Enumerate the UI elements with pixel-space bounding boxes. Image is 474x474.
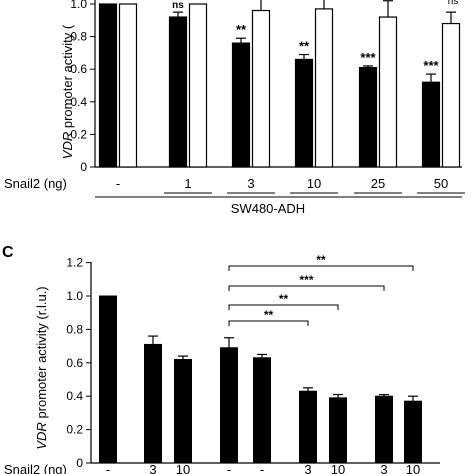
row-label: Snail2 (ng) xyxy=(4,462,67,474)
y-tick-label: 0.8 xyxy=(70,30,87,44)
category-label: 1 xyxy=(184,176,191,191)
bar-control xyxy=(251,9,271,168)
y-tick-label: 0.2 xyxy=(66,423,83,437)
bar-control xyxy=(118,3,138,168)
bar-control xyxy=(378,16,398,168)
y-axis-label-italic: VDR xyxy=(34,422,49,449)
category-label: 3 xyxy=(247,176,254,191)
panel-label: C xyxy=(2,244,14,261)
category-label: 10 xyxy=(331,462,345,474)
y-tick-label: 1.0 xyxy=(70,0,87,11)
y-tick-label: 1.0 xyxy=(66,289,83,303)
y-tick-label: 0.2 xyxy=(70,127,87,141)
y-tick-label: 0 xyxy=(80,160,87,174)
category-label: 10 xyxy=(406,462,420,474)
comparison-label: *** xyxy=(299,273,313,287)
chart-panel-b: 0 0.2 0.4 0.6 0.8 1.0 VDR promoter activity ( n… xyxy=(4,0,465,216)
bar-snail2 xyxy=(231,42,251,168)
bar-snail2 xyxy=(168,16,188,168)
y-tick-label: 0.6 xyxy=(70,62,87,76)
category-label: 50 xyxy=(434,176,448,191)
category-label: - xyxy=(260,462,264,474)
comparison-label: ** xyxy=(279,292,289,306)
y-axis-label: VDR promoter activity ( xyxy=(60,24,75,159)
category-label: - xyxy=(227,462,231,474)
bar-control xyxy=(188,3,208,168)
category-label: 3 xyxy=(149,462,156,474)
bar xyxy=(375,395,393,464)
bar xyxy=(174,358,192,464)
bar-snail2 xyxy=(294,58,314,168)
bar xyxy=(299,390,317,464)
significance-label: ** xyxy=(299,39,310,54)
row-label: Snail2 (ng) xyxy=(4,176,67,191)
significance-label: ns xyxy=(448,0,459,7)
comparison-bracket xyxy=(228,304,339,310)
chart-panel-c: C 0 0.2 0.4 0.6 0.8 1.0 1.2 VDR promoter activit… xyxy=(2,244,440,474)
bar-snail2 xyxy=(358,66,378,168)
category-label: - xyxy=(116,176,120,191)
y-axis-label: VDR promoter activity (r.l.u.) xyxy=(34,286,49,449)
y-tick-label: 0 xyxy=(76,456,83,470)
y-axis-label-rest: promoter activity (r.l.u.) xyxy=(34,286,49,422)
bar xyxy=(253,357,271,464)
y-tick-label: 0.4 xyxy=(66,389,83,403)
bar-control xyxy=(314,8,334,168)
comparison-label: ** xyxy=(316,253,326,267)
y-axis-label-rest: promoter activity ( xyxy=(60,24,75,132)
bar-control xyxy=(441,22,461,168)
bar-snail2 xyxy=(98,3,118,168)
comparison-label: ** xyxy=(264,308,274,322)
bar xyxy=(404,400,422,464)
bar xyxy=(144,343,162,464)
y-tick-label: 0.4 xyxy=(70,95,87,109)
y-tick-label: 0.8 xyxy=(66,322,83,336)
comparison-bracket xyxy=(228,320,309,326)
y-axis-label-italic: VDR xyxy=(60,132,75,159)
bar-snail2 xyxy=(421,81,441,168)
category-label: 3 xyxy=(380,462,387,474)
category-label: 25 xyxy=(371,176,385,191)
bar xyxy=(329,397,347,464)
y-tick-label: 1.2 xyxy=(66,256,83,270)
comparison-bracket xyxy=(228,285,385,291)
significance-label: *** xyxy=(423,58,439,73)
category-label: - xyxy=(106,462,110,474)
category-label: 10 xyxy=(307,176,321,191)
bar xyxy=(99,295,117,464)
significance-label: ** xyxy=(236,22,247,37)
category-label: 10 xyxy=(176,462,190,474)
significance-label: *** xyxy=(360,50,376,65)
category-label: 3 xyxy=(304,462,311,474)
significance-label: ns xyxy=(172,0,184,11)
bar xyxy=(220,347,238,464)
group-label: SW480-ADH xyxy=(231,201,305,216)
comparison-bracket xyxy=(228,265,414,271)
y-tick-label: 0.6 xyxy=(66,356,83,370)
